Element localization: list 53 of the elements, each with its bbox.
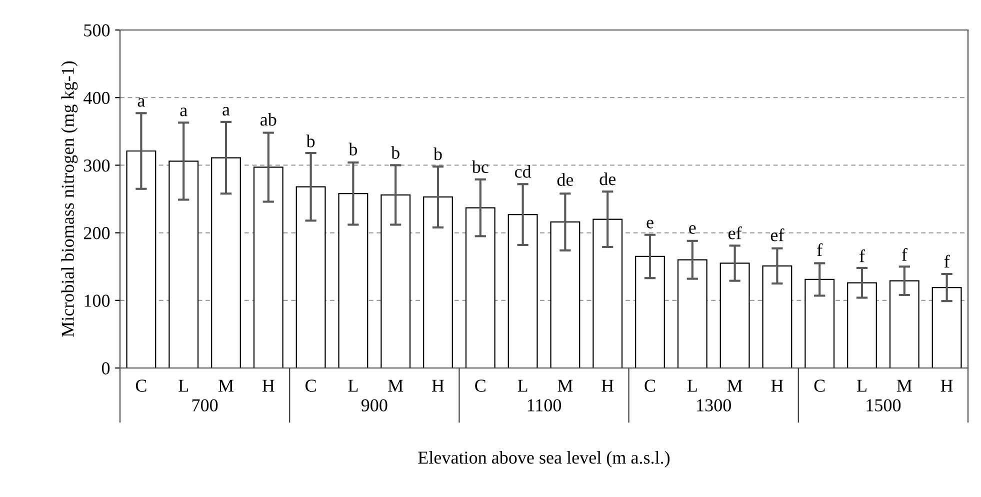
x-tick-label: H [262, 380, 274, 392]
x-tick-label: M [388, 380, 404, 392]
annotation: a [138, 98, 145, 107]
annotation: ef [770, 228, 784, 242]
x-tick-label: C [306, 380, 316, 392]
annotation: de [557, 173, 574, 186]
y-axis-title: Microbial biomass nitrogen (mg kg-1) [61, 61, 78, 337]
y-tick-label: 500 [84, 24, 110, 36]
annotation: f [860, 249, 866, 262]
x-tick-label: C [136, 380, 146, 392]
annotation: b [433, 147, 442, 160]
x-tick-label: M [896, 380, 912, 392]
text: 1100 [528, 399, 562, 412]
annotation: e [646, 220, 654, 228]
annotation: e [689, 225, 696, 234]
text: 1300 [697, 399, 731, 412]
x-tick-label: M [727, 380, 742, 392]
annotation: b [348, 142, 358, 156]
annotation: f [817, 243, 823, 256]
annotation: bc [472, 160, 488, 174]
x-tick-label: C [475, 380, 486, 392]
y-tick-label: 300 [84, 159, 110, 172]
x-tick-label: L [687, 380, 697, 392]
x-tick-label: L [857, 380, 866, 392]
x-tick-label: H [940, 380, 953, 392]
annotation: f [902, 248, 908, 261]
text: 900 [361, 399, 388, 412]
annotation: a [180, 108, 188, 116]
annotation: b [391, 146, 400, 159]
x-axis-title: Elevation above sea level (m a.s.l.) [418, 451, 670, 468]
text: 1500 [866, 399, 901, 412]
x-tick-label: H [771, 380, 784, 392]
text: 700 [192, 399, 218, 412]
y-tick-label: 100 [84, 294, 110, 307]
annotation: b [306, 134, 315, 148]
annotation: f [944, 254, 950, 268]
y-tick-label: 200 [84, 227, 110, 240]
y-tick-label: 0 [102, 362, 110, 374]
x-tick-label: L [518, 380, 528, 392]
annotation: cd [514, 165, 532, 178]
y-tick-label: 400 [84, 92, 110, 104]
annotation: ab [260, 113, 276, 126]
annotation: ef [728, 226, 742, 240]
x-tick-label: C [644, 380, 656, 392]
x-tick-label: H [432, 380, 444, 392]
annotation: a [222, 106, 230, 116]
x-tick-label: M [558, 380, 573, 392]
x-tick-label: H [602, 380, 614, 392]
x-tick-label: L [178, 380, 188, 392]
x-tick-label: L [348, 380, 358, 392]
x-tick-label: M [218, 380, 234, 392]
annotation: de [600, 172, 616, 186]
x-tick-label: C [814, 380, 825, 392]
